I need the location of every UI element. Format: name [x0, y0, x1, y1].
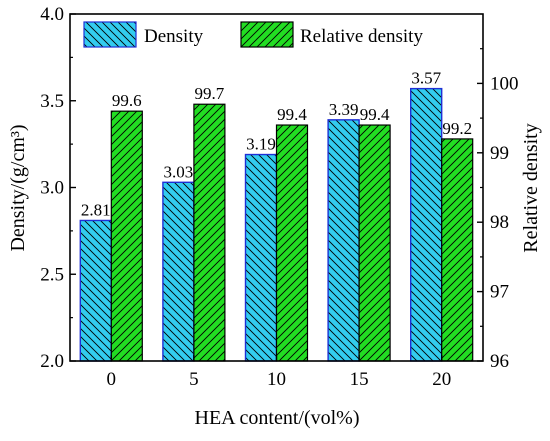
bar-relative-density-0 [110, 110, 143, 362]
y-tick-label-2.5: 2.5 [40, 264, 64, 285]
x-tick-label-15: 15 [350, 369, 369, 390]
data-label-relative-density-15: 99.4 [360, 105, 390, 124]
data-label-density-15: 3.39 [329, 100, 359, 119]
data-label-density-10: 3.19 [246, 135, 276, 154]
y-tick-label-3.5: 3.5 [40, 91, 64, 112]
data-label-relative-density-10: 99.4 [277, 105, 307, 124]
data-label-density-5: 3.03 [164, 162, 194, 181]
bar-density-0 [79, 219, 113, 362]
y-axis-label: Density/(g/cm³) [7, 124, 29, 251]
bar-relative-density-15 [358, 124, 391, 362]
data-label-relative-density-20: 99.2 [442, 119, 472, 138]
y2-tick-label-98: 98 [490, 212, 509, 233]
bar-relative-density-20 [441, 138, 474, 362]
y-tick-label-3.0: 3.0 [40, 178, 64, 199]
x-tick-label-10: 10 [267, 369, 286, 390]
bars-layer [79, 87, 474, 362]
legend-swatch-relative-density [240, 21, 294, 48]
x-tick-label-0: 0 [107, 369, 117, 390]
data-label-relative-density-0: 99.6 [112, 91, 142, 110]
y2-tick-label-99: 99 [490, 143, 509, 164]
legend-swatch-density [83, 21, 137, 48]
y2-tick-label-97: 97 [490, 282, 509, 303]
y2-tick-label-96: 96 [490, 351, 509, 372]
legend: Density Relative density [83, 21, 423, 48]
y-tick-label-4.0: 4.0 [40, 4, 64, 25]
data-label-density-20: 3.57 [411, 69, 441, 88]
bar-relative-density-10 [275, 124, 309, 362]
ticks-layer: 0 5 10 15 20 2.0 2.5 3.0 3.5 4.0 96 97 98 99 100 [40, 4, 518, 390]
x-tick-label-20: 20 [432, 369, 451, 390]
bar-density-10 [244, 153, 278, 362]
bar-density-15 [327, 119, 360, 362]
bar-density-20 [410, 87, 443, 362]
data-label-relative-density-5: 99.7 [195, 84, 225, 103]
legend-label-density: Density [144, 26, 204, 47]
y2-tick-label-100: 100 [490, 73, 519, 94]
data-label-density-0: 2.81 [81, 200, 111, 219]
x-tick-label-5: 5 [189, 369, 199, 390]
y2-axis-label: Relative density [520, 123, 542, 252]
y-tick-label-2.0: 2.0 [40, 351, 64, 372]
x-axis-label: HEA content/(vol%) [195, 407, 360, 429]
bar-density-5 [162, 181, 195, 362]
legend-label-relative-density: Relative density [300, 26, 423, 47]
bar-relative-density-5 [193, 103, 226, 362]
